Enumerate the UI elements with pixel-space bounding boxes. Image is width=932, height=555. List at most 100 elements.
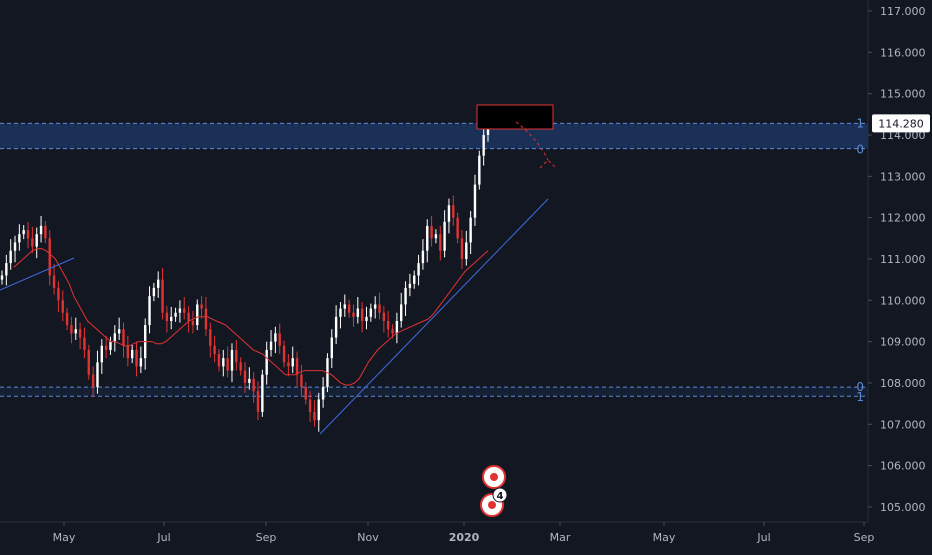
candle-body [200,304,203,309]
candle-body [300,374,303,388]
price-tick-label: 108.000 [880,377,926,390]
candle-body [213,345,216,355]
candle-body [174,312,177,317]
candle-body [465,242,468,259]
candle-body [391,329,394,334]
price-tick-label: 107.000 [880,418,926,431]
time-axis[interactable]: May Jul Sep Nov 2020 Mar May Jul Sep [0,521,874,544]
candle-body [291,358,294,367]
fib-level-label: 0 [856,380,864,394]
candle-body [330,337,333,359]
candle-body [139,358,143,367]
candle-body [295,358,299,375]
candle-body [122,329,125,346]
fib-level-label: 1 [856,116,864,130]
candle-body [469,217,472,243]
candle-body [313,411,316,421]
candle-body [157,279,160,288]
time-tick-label: Nov [357,531,379,544]
time-tick-label: May [653,531,676,544]
projection-arrow[interactable] [515,121,557,169]
candle-body [152,287,156,297]
candle-body [434,234,438,239]
candle-body [443,221,446,251]
candle-body [334,316,338,338]
candle-body [48,238,51,276]
candle-body [35,234,38,247]
candle-body [70,325,73,334]
candle-body [408,283,412,288]
candle-body [61,300,64,313]
candlestick-series [0,113,490,432]
candle-body [308,399,312,412]
candle-body [209,329,212,346]
event-markers[interactable]: 4 [480,465,508,517]
candle-body [439,234,442,251]
candle-body [57,287,60,301]
candle-body [304,387,307,400]
candle-body [239,362,242,371]
candle-body [282,345,286,363]
candle-body [9,250,12,264]
last-price-tag [872,114,930,133]
candle-body [191,320,195,326]
event-marker-group[interactable]: 4 [480,487,508,517]
trendline-main[interactable] [319,198,549,435]
candle-body [117,329,121,334]
moving-average-line [13,248,489,386]
target-box[interactable] [476,104,554,130]
candle-body [230,349,234,371]
price-axis[interactable]: 117.000116.000115.000114.000113.000112.0… [867,0,926,522]
candle-body [287,362,290,367]
candle-body [404,287,407,305]
event-marker[interactable] [482,465,506,489]
candle-body [378,304,381,313]
price-tick-label: 111.000 [880,253,926,266]
candle-body [478,155,481,185]
event-count-badge [492,487,508,503]
candle-body [248,378,251,383]
candle-body [83,337,86,350]
candle-body [274,333,277,342]
event-marker-dot [488,501,496,509]
candle-body [417,263,420,276]
drawings[interactable] [0,104,557,435]
candle-body [65,312,69,326]
price-tick-label: 117.000 [880,5,926,18]
candle-body [452,205,455,218]
fib-level-label: 1 [856,390,864,404]
candle-body [356,308,360,317]
candle-body [161,279,164,313]
moving-average-series [13,248,489,386]
candle-body [400,304,403,321]
candle-body [104,345,108,350]
price-tick-label: 110.000 [880,294,926,307]
candle-body [421,250,425,264]
time-tick-label: Jul [156,531,170,544]
candle-body [44,225,47,239]
candle-body [217,354,221,367]
candle-body [426,225,429,251]
candle-body [204,308,208,330]
price-tick-label: 112.000 [880,212,926,225]
candle-body [413,275,416,284]
time-tick-label: Mar [550,531,571,544]
trendline-left[interactable] [0,257,75,291]
fib-lower-zone[interactable] [0,387,868,397]
candle-body [109,341,112,350]
candle-body [386,320,390,330]
candle-body [196,304,199,326]
fib-upper-zone[interactable] [0,123,868,149]
candle-body [0,275,4,280]
candle-body [321,387,325,400]
candle-body [130,349,134,359]
candle-body [78,329,82,338]
candle-body [373,304,377,309]
candle-body [460,238,464,259]
candle-body [74,329,77,334]
candle-body [26,230,30,239]
